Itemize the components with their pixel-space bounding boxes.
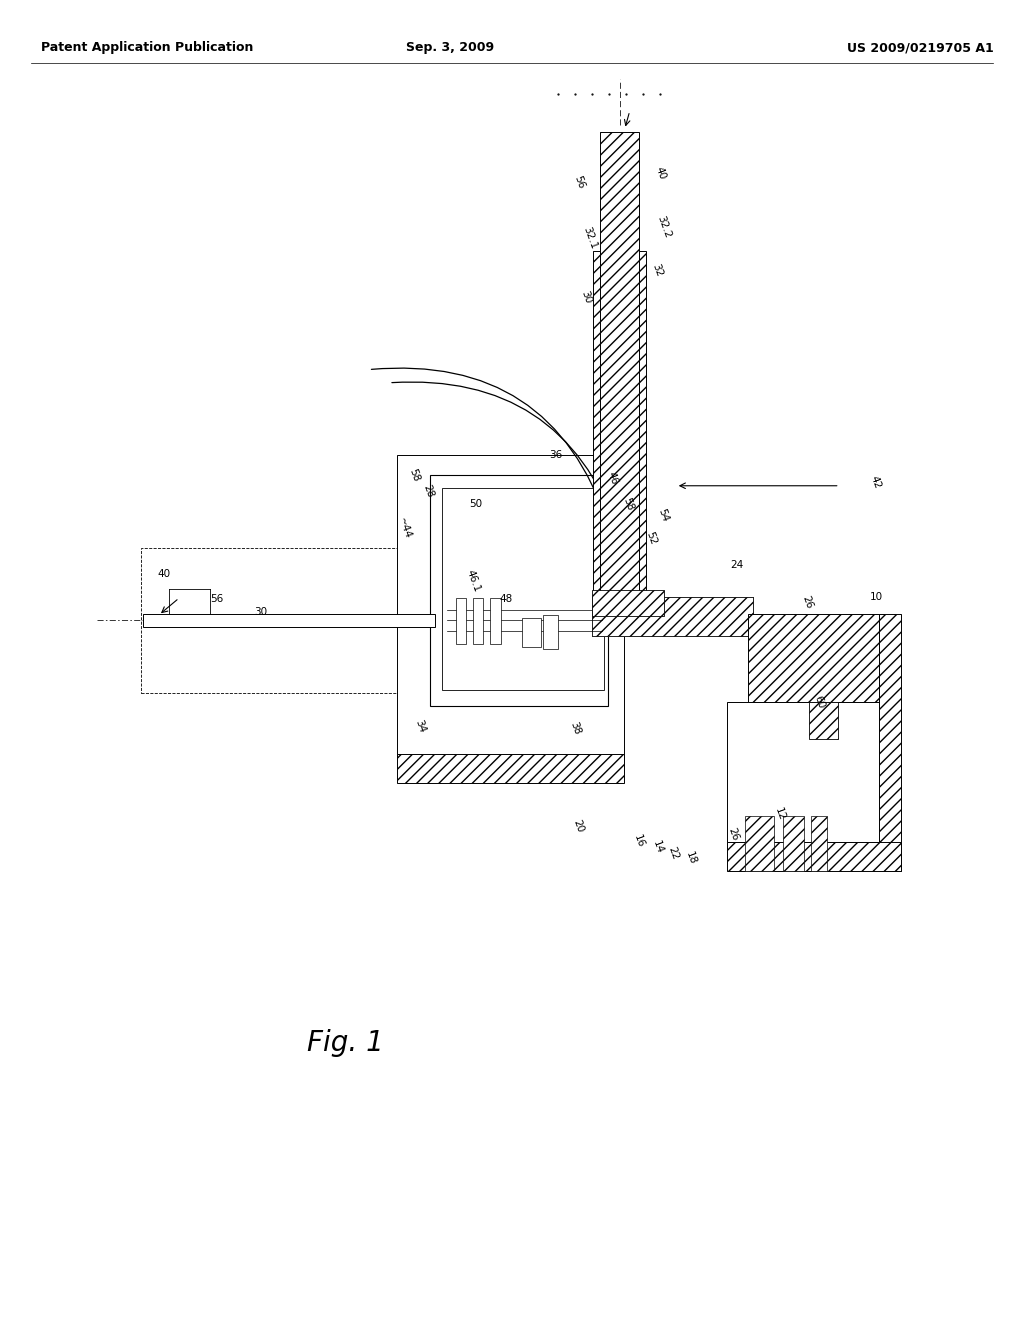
Bar xyxy=(456,598,466,644)
Text: 12: 12 xyxy=(773,807,787,822)
Text: 18: 18 xyxy=(684,850,698,866)
Bar xyxy=(143,614,435,627)
Bar xyxy=(522,618,541,647)
Bar xyxy=(397,455,624,759)
Text: 40: 40 xyxy=(158,569,170,579)
Bar xyxy=(639,251,646,601)
Bar xyxy=(809,702,838,739)
Text: 22: 22 xyxy=(667,845,681,861)
Bar xyxy=(745,816,774,871)
Text: 50: 50 xyxy=(470,499,482,510)
Bar xyxy=(592,597,753,636)
Text: 32.1: 32.1 xyxy=(582,224,598,251)
Bar xyxy=(727,702,879,842)
Text: 26: 26 xyxy=(800,594,814,610)
Text: 14: 14 xyxy=(650,840,665,855)
Bar xyxy=(600,132,639,601)
Text: Fig. 1: Fig. 1 xyxy=(307,1028,384,1057)
Text: Patent Application Publication: Patent Application Publication xyxy=(41,41,253,54)
Text: 20: 20 xyxy=(571,818,586,834)
Bar xyxy=(473,598,483,644)
Text: 32: 32 xyxy=(650,263,665,279)
Text: 26: 26 xyxy=(726,826,740,842)
Text: 36: 36 xyxy=(550,450,562,461)
Bar xyxy=(727,842,901,871)
Text: 28: 28 xyxy=(421,483,435,499)
Text: 56: 56 xyxy=(572,174,587,190)
Text: 60: 60 xyxy=(812,694,826,710)
Bar xyxy=(408,469,613,746)
Text: 54: 54 xyxy=(656,507,671,523)
Bar xyxy=(442,488,604,690)
Text: Sep. 3, 2009: Sep. 3, 2009 xyxy=(407,41,495,54)
Text: 10: 10 xyxy=(870,591,883,602)
Text: 46.1: 46.1 xyxy=(465,568,481,594)
Bar xyxy=(811,816,827,871)
Text: ~44: ~44 xyxy=(396,516,413,540)
Text: 38: 38 xyxy=(568,721,583,737)
Bar xyxy=(592,590,664,616)
Bar xyxy=(141,548,425,693)
Bar xyxy=(879,614,901,871)
Text: 58: 58 xyxy=(408,467,422,483)
Text: 58: 58 xyxy=(622,496,636,512)
Text: 52: 52 xyxy=(644,531,658,546)
Bar xyxy=(397,754,624,783)
Text: 16: 16 xyxy=(632,833,646,849)
Text: 34: 34 xyxy=(413,718,427,734)
Text: 30: 30 xyxy=(255,607,267,618)
Text: 32.2: 32.2 xyxy=(655,214,672,240)
Bar xyxy=(592,597,753,636)
Text: 56: 56 xyxy=(211,594,223,605)
Text: 42: 42 xyxy=(868,474,883,490)
Bar xyxy=(543,615,558,649)
Text: 46: 46 xyxy=(605,470,620,486)
Bar xyxy=(490,598,501,644)
Bar xyxy=(748,614,879,702)
Bar xyxy=(783,816,804,871)
Text: 24: 24 xyxy=(731,560,743,570)
Text: 48: 48 xyxy=(500,594,512,605)
Bar xyxy=(430,475,608,706)
Text: US 2009/0219705 A1: US 2009/0219705 A1 xyxy=(847,41,993,54)
Bar xyxy=(593,251,600,601)
Text: 40: 40 xyxy=(653,165,668,181)
Text: 30: 30 xyxy=(579,289,593,305)
